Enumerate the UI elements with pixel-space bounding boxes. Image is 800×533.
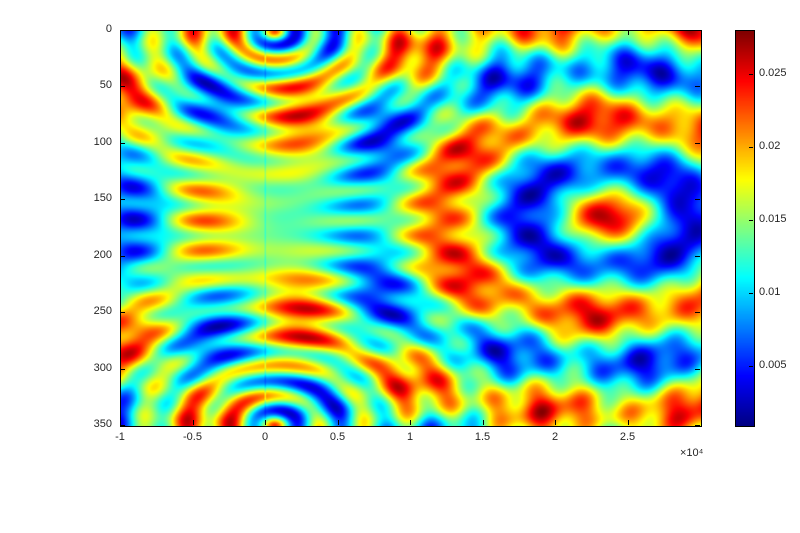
ytick-mark [120, 86, 125, 87]
ytick-mark [695, 256, 700, 257]
ytick-mark [120, 425, 125, 426]
colorbar-tick-label: 0.015 [759, 213, 787, 225]
colorbar-tick-label: 0.02 [759, 140, 780, 152]
ytick-mark [695, 312, 700, 313]
xtick-label: 0 [240, 431, 290, 443]
figure-container: 0 50 100 150 200 250 300 350-1 -0.5 0 0.5 1 1.5 2 2.5 ×… [0, 0, 800, 533]
xtick-label: 1.5 [458, 431, 508, 443]
xtick-label: -1 [95, 431, 145, 443]
xtick-label: 2.5 [603, 431, 653, 443]
ytick-label: 300 [94, 362, 112, 374]
ytick-label: 350 [94, 418, 112, 430]
xtick-mark [483, 30, 484, 35]
ytick-label: 100 [94, 136, 112, 148]
xtick-mark [410, 30, 411, 35]
xtick-mark [410, 420, 411, 425]
xtick-mark [338, 30, 339, 35]
xtick-mark [120, 420, 121, 425]
xtick-mark [193, 420, 194, 425]
colorbar-tick-mark [749, 366, 753, 367]
xtick-label: 1 [385, 431, 435, 443]
xtick-mark [265, 420, 266, 425]
xtick-mark [555, 30, 556, 35]
colorbar-tick-label: 0.01 [759, 286, 780, 298]
ytick-label: 50 [100, 79, 112, 91]
ytick-mark [120, 256, 125, 257]
ytick-mark [120, 199, 125, 200]
colorbar-tick-label: 0.005 [759, 359, 787, 371]
ytick-label: 200 [94, 249, 112, 261]
ytick-mark [695, 199, 700, 200]
ytick-mark [695, 86, 700, 87]
x-exponent-label: ×10⁴ [680, 447, 703, 459]
xtick-mark [193, 30, 194, 35]
ytick-mark [120, 143, 125, 144]
colorbar-tick-mark [749, 74, 753, 75]
xtick-label: -0.5 [168, 431, 218, 443]
xtick-mark [483, 420, 484, 425]
xtick-mark [120, 30, 121, 35]
xtick-label: 2 [530, 431, 580, 443]
xtick-mark [555, 420, 556, 425]
ytick-label: 0 [106, 23, 112, 35]
xtick-label: 0.5 [313, 431, 363, 443]
colorbar-tick-mark [749, 293, 753, 294]
xtick-mark [628, 30, 629, 35]
ytick-mark [120, 312, 125, 313]
colorbar-tick-label: 0.025 [759, 67, 787, 79]
xtick-mark [338, 420, 339, 425]
ytick-mark [695, 30, 700, 31]
ytick-label: 150 [94, 192, 112, 204]
ytick-mark [695, 369, 700, 370]
colorbar-tick-mark [749, 220, 753, 221]
xtick-mark [628, 420, 629, 425]
xtick-mark [265, 30, 266, 35]
colorbar-tick-mark [749, 147, 753, 148]
ytick-mark [695, 425, 700, 426]
ytick-mark [120, 369, 125, 370]
ytick-mark [695, 143, 700, 144]
heatmap-plot [120, 30, 702, 427]
ytick-label: 250 [94, 305, 112, 317]
